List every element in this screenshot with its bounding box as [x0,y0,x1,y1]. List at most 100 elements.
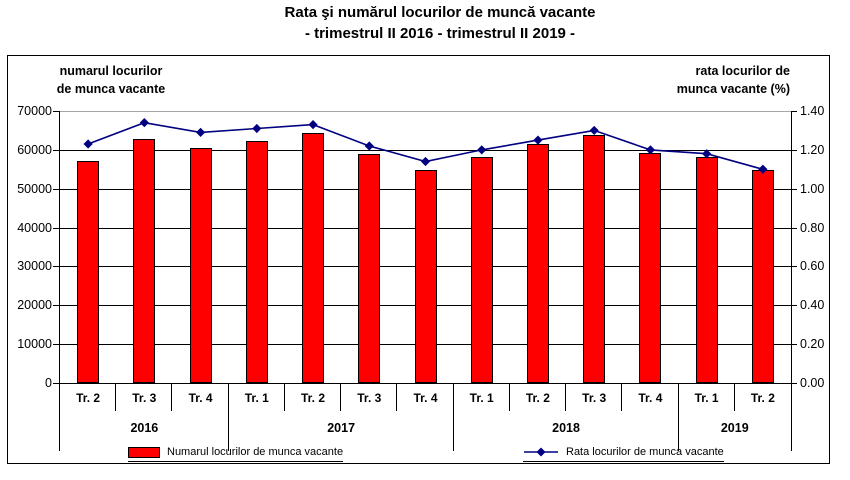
bar [470,157,493,383]
quarter-separator [734,384,735,411]
line-marker-diamond-icon [533,135,543,145]
quarter-label: Tr. 2 [525,391,550,405]
quarter-label: Tr. 3 [132,391,157,405]
bar [302,133,324,383]
year-group-separator [453,384,454,451]
quarter-separator [171,384,172,411]
gridline [60,150,791,151]
left-axis-tick [53,344,59,345]
right-axis-tick-label: 1.40 [800,104,825,118]
line-marker-diamond-icon [252,123,262,134]
left-axis-tick-label: 10000 [17,337,52,351]
right-axis-tick [791,266,797,267]
quarter-label: Tr. 1 [469,391,494,405]
legend-label-bars: Numarul locurilor de munca vacante [167,445,344,458]
chart-title-line2: - trimestrul II 2016 - trimestrul II 201… [304,25,576,42]
left-axis-title-line2: de munca vacante [56,82,166,96]
quarter-label: Tr. 3 [357,391,382,405]
chart-title: Rata şi numărul locurilor de muncă vacan… [0,2,850,44]
quarter-label: Tr. 2 [750,391,775,405]
quarter-label: Tr. 2 [300,391,325,405]
right-axis-tick [791,228,797,229]
left-axis-title-line1: numarul locurilor [59,64,163,78]
bar [133,138,156,383]
quarter-label: Tr. 4 [188,391,213,405]
left-axis-tick [53,305,59,306]
plot-area [59,111,792,384]
line-marker-diamond-icon [702,149,712,159]
bar [189,147,212,383]
chart-title-line1: Rata şi numărul locurilor de muncă vacan… [284,4,596,21]
bar [583,134,606,383]
quarter-separator [284,384,285,411]
chart-frame: numarul locurilor de munca vacante rata … [7,55,830,464]
legend-item-bars: Numarul locurilor de munca vacante [128,444,344,462]
plot-top-line [60,111,791,112]
year-label: 2017 [327,421,356,435]
right-axis-tick-label: 0.00 [800,376,825,390]
left-axis-tick [53,150,59,151]
right-axis-tick [791,305,797,306]
right-axis-title-line1: rata locurilor de [695,64,790,78]
bar [358,153,381,383]
bar [245,141,268,383]
right-axis-title: rata locurilor de munca vacante (%) [608,62,790,98]
quarter-separator [396,384,397,411]
year-group-separator [59,384,60,451]
line-marker-diamond-icon [477,145,487,155]
quarter-separator [565,384,566,411]
left-axis-tick-label: 30000 [17,259,52,273]
line-marker-diamond-icon [758,164,768,174]
bar [77,161,100,383]
right-axis-tick [791,383,797,384]
quarter-label: Tr. 2 [76,391,101,405]
year-label: 2019 [720,421,749,435]
quarter-label: Tr. 1 [694,391,719,405]
left-axis-tick [53,266,59,267]
left-axis-tick-label: 20000 [17,298,52,312]
left-axis-tick [53,111,59,112]
quarter-label: Tr. 1 [244,391,269,405]
right-axis-tick-label: 0.60 [800,259,825,273]
quarter-separator [621,384,622,411]
left-axis-tick-label: 0 [45,376,52,390]
quarter-label: Tr. 4 [638,391,663,405]
right-axis-tick [791,111,797,112]
left-axis-tick-label: 50000 [17,182,52,196]
right-axis-tick-label: 0.40 [800,298,825,312]
quarter-separator [340,384,341,411]
right-axis-tick [791,189,797,190]
left-axis-tick [53,189,59,190]
left-axis-tick-label: 60000 [17,143,52,157]
quarter-separator [115,384,116,411]
year-label: 2016 [130,421,159,435]
bar [414,170,437,383]
left-axis-title: numarul locurilor de munca vacante [26,62,196,98]
right-axis-tick [791,344,797,345]
quarter-label: Tr. 3 [582,391,607,405]
right-axis-tick [791,150,797,151]
legend-label-line: Rata locurilor de munca vacante [566,445,724,458]
line-marker-diamond-icon [195,127,206,137]
legend-item-line: Rata locurilor de munca vacante [523,444,724,462]
line-marker-diamond-icon [645,145,656,155]
right-axis-title-line2: munca vacante (%) [676,82,790,96]
rate-line-series [83,118,768,174]
left-axis-tick-label: 70000 [17,104,52,118]
right-axis-tick-label: 0.80 [800,221,825,235]
quarter-separator [509,384,510,411]
year-group-separator [678,384,679,451]
right-axis-tick-label: 1.00 [800,182,825,196]
line-marker-diamond-icon [83,139,93,149]
line-marker-diamond-icon [589,125,599,136]
left-axis-tick-label: 40000 [17,221,52,235]
line-marker-diamond-icon [139,118,149,128]
line-marker-diamond-icon [308,120,318,130]
left-axis-tick [53,228,59,229]
year-label: 2018 [552,421,580,435]
line-series-swatch-icon [524,447,558,457]
right-axis-tick-label: 0.20 [800,337,825,351]
gridline [60,383,791,384]
line-marker-diamond-icon [420,156,431,167]
